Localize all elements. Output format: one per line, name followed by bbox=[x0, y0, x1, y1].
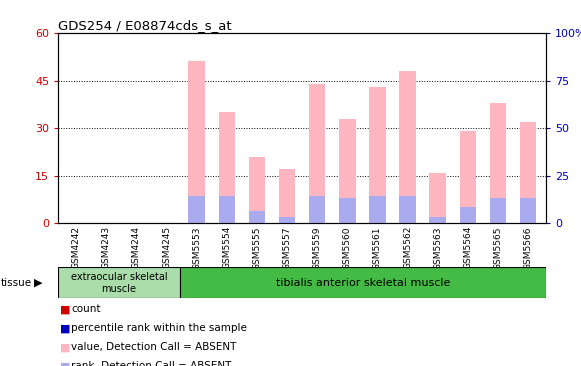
Bar bbox=[279, 169, 295, 223]
Bar bbox=[339, 119, 356, 223]
Bar bbox=[369, 196, 386, 223]
Text: tissue: tissue bbox=[1, 277, 33, 288]
Bar bbox=[218, 112, 235, 223]
Text: ■: ■ bbox=[60, 342, 70, 352]
Bar bbox=[369, 87, 386, 223]
Bar bbox=[58, 267, 180, 298]
Text: extraocular skeletal
muscle: extraocular skeletal muscle bbox=[71, 272, 167, 294]
Bar bbox=[399, 196, 416, 223]
Text: rank, Detection Call = ABSENT: rank, Detection Call = ABSENT bbox=[71, 361, 231, 366]
Text: ▶: ▶ bbox=[34, 277, 42, 288]
Bar bbox=[218, 196, 235, 223]
Bar bbox=[279, 217, 295, 223]
Bar bbox=[249, 210, 265, 223]
Bar bbox=[309, 196, 325, 223]
Bar bbox=[429, 217, 446, 223]
Bar bbox=[180, 267, 546, 298]
Text: tibialis anterior skeletal muscle: tibialis anterior skeletal muscle bbox=[276, 278, 450, 288]
Bar bbox=[188, 196, 205, 223]
Bar bbox=[309, 84, 325, 223]
Bar bbox=[460, 131, 476, 223]
Bar bbox=[188, 61, 205, 223]
Bar bbox=[399, 71, 416, 223]
Text: ■: ■ bbox=[60, 323, 70, 333]
Text: ■: ■ bbox=[60, 361, 70, 366]
Text: value, Detection Call = ABSENT: value, Detection Call = ABSENT bbox=[71, 342, 236, 352]
Bar bbox=[460, 208, 476, 223]
Bar bbox=[490, 103, 506, 223]
Bar bbox=[249, 157, 265, 223]
Bar bbox=[520, 122, 536, 223]
Bar bbox=[490, 198, 506, 223]
Bar bbox=[339, 198, 356, 223]
Bar bbox=[520, 198, 536, 223]
Bar bbox=[429, 172, 446, 223]
Text: percentile rank within the sample: percentile rank within the sample bbox=[71, 323, 247, 333]
Text: ■: ■ bbox=[60, 304, 70, 314]
Text: count: count bbox=[71, 304, 101, 314]
Text: GDS254 / E08874cds_s_at: GDS254 / E08874cds_s_at bbox=[58, 19, 232, 32]
